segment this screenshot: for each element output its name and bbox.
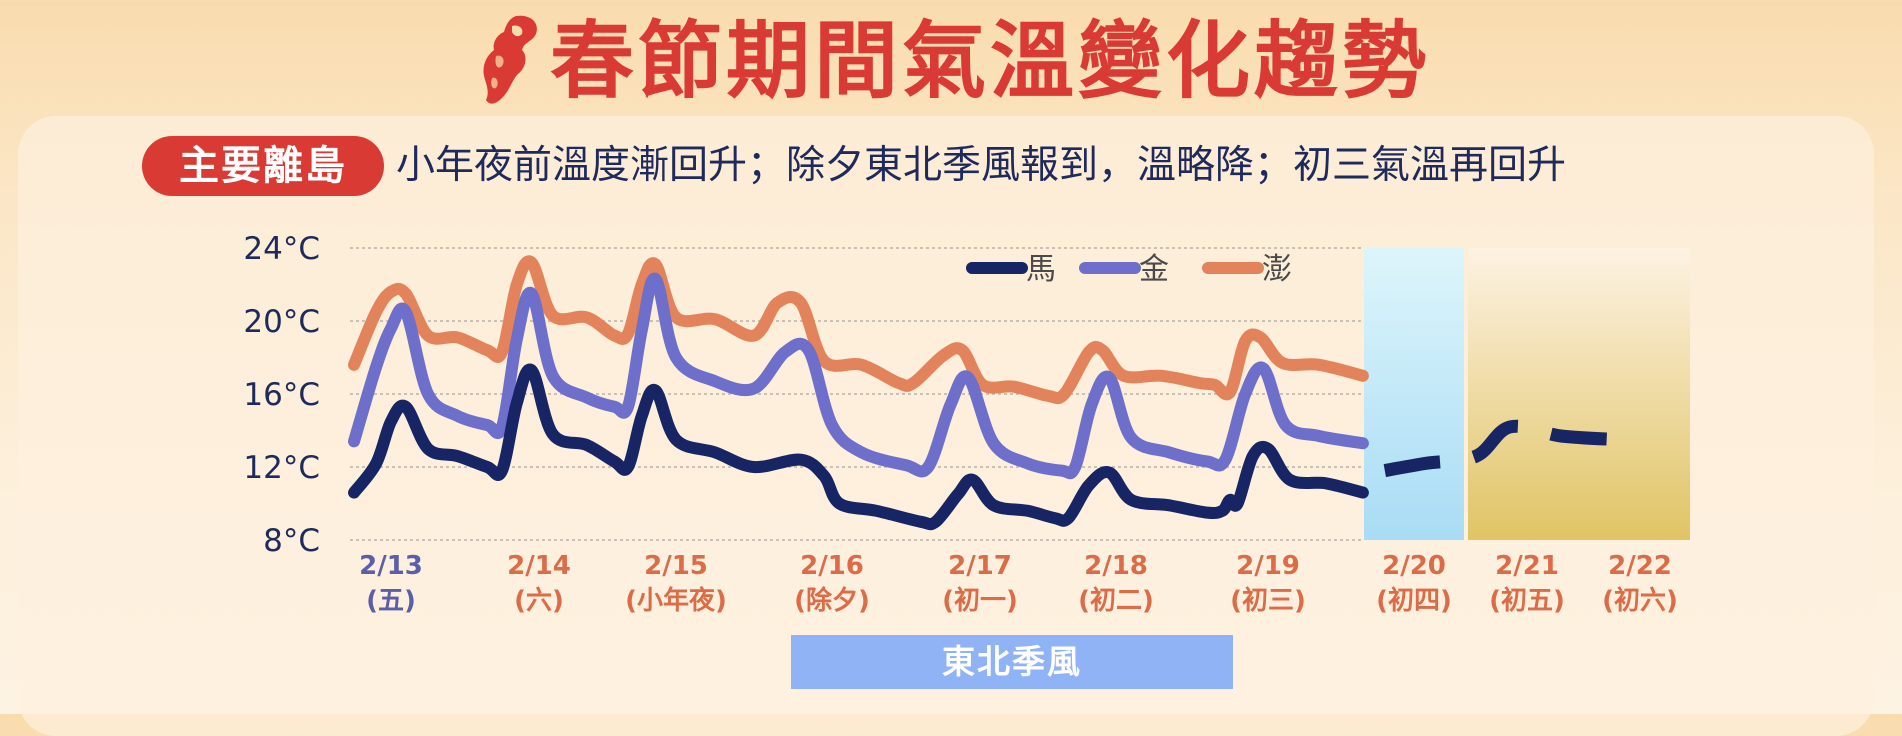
x-tick-date: 2/18 [1084,551,1148,581]
series-line-澎 [348,255,1369,405]
x-tick-day: (初一) [942,586,1018,616]
x-tick-date: 2/16 [800,551,864,581]
x-tick-date: 2/21 [1495,551,1559,581]
x-tick-day: (五) [366,586,416,616]
series-line-金 [348,272,1369,480]
legend-label: 馬 [1026,252,1056,287]
x-tick-date: 2/22 [1608,551,1672,581]
title-bar: 春節期間氣溫變化趨勢 [0,0,1902,118]
series-projection-馬 [1383,419,1618,477]
series-line-馬 [348,363,1369,531]
x-tick-day: (初三) [1230,586,1306,616]
x-tick-day: (初四) [1376,586,1452,616]
x-tick-date: 2/14 [507,551,571,581]
y-tick-label: 12°C [243,450,320,486]
x-tick-day: (除夕) [794,585,870,616]
x-tick-date: 2/20 [1382,551,1446,581]
region-tag: 主要離島 [142,136,384,196]
x-tick-day: (六) [514,586,564,616]
x-tick-date: 2/19 [1236,551,1300,581]
chart-subtitle: 小年夜前溫度漸回升；除夕東北季風報到，溫略降；初三氣溫再回升 [396,143,1567,188]
x-tick-date: 2/13 [359,551,423,581]
y-tick-label: 24°C [243,231,320,267]
x-tick-day: (初二) [1078,586,1154,616]
x-tick-day: (初六) [1602,586,1678,616]
x-tick-date: 2/15 [644,551,708,581]
y-tick-label: 16°C [243,377,320,413]
forecast-block-gold [1468,248,1690,540]
x-tick-day: (初五) [1489,586,1565,616]
page-title: 春節期間氣溫變化趨勢 [549,12,1430,110]
legend-label: 澎 [1262,252,1292,287]
x-tick-day: (小年夜) [625,585,727,616]
y-tick-label: 8°C [263,523,320,559]
forecast-block-blue [1364,248,1464,540]
monsoon-banner: 東北季風 [791,635,1233,689]
legend-label: 金 [1139,252,1169,287]
y-tick-label: 20°C [243,304,320,340]
horse-icon [483,15,537,104]
temperature-chart: 24°C 20°C 16°C 12°C 8°C 2/13 (五) 2/14 (六) 2/15 (小年… [243,231,1690,616]
x-tick-date: 2/17 [948,551,1012,581]
